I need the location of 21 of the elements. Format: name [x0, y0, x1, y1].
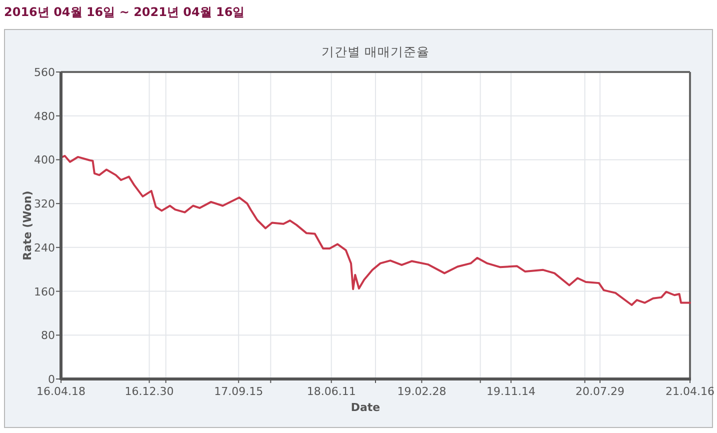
y-axis-title: Rate (Won): [21, 190, 34, 260]
x-axis-title: Date: [350, 401, 380, 414]
x-tick-label: 16.04.18: [36, 385, 86, 398]
x-tick-label: 18.06.11: [306, 385, 356, 398]
y-tick-label: 0: [48, 373, 55, 386]
y-tick-label: 480: [34, 110, 55, 123]
line-series: [60, 154, 691, 306]
x-tick-label: 19.02.28: [397, 385, 446, 398]
y-tick-label: 80: [41, 329, 55, 342]
y-tick-label: 400: [34, 154, 55, 167]
x-tick-label: 16.12.30: [124, 385, 174, 398]
x-tick-label: 20.07.29: [576, 385, 624, 398]
y-tick-label: 160: [34, 285, 55, 298]
chart-title: 기간별 매매기준율: [322, 44, 430, 59]
y-tick-label: 240: [34, 241, 55, 254]
x-tick-label: 17.09.15: [214, 385, 264, 398]
y-tick-label: 320: [34, 198, 55, 211]
y-tick-label: 560: [34, 66, 55, 79]
chart-subtitle: 2016년 04월 16일 ~ 2021년 04월 16일: [4, 5, 245, 19]
x-tick-label: 19.11.14: [486, 385, 536, 398]
x-tick-label: 21.04.16: [666, 385, 714, 398]
